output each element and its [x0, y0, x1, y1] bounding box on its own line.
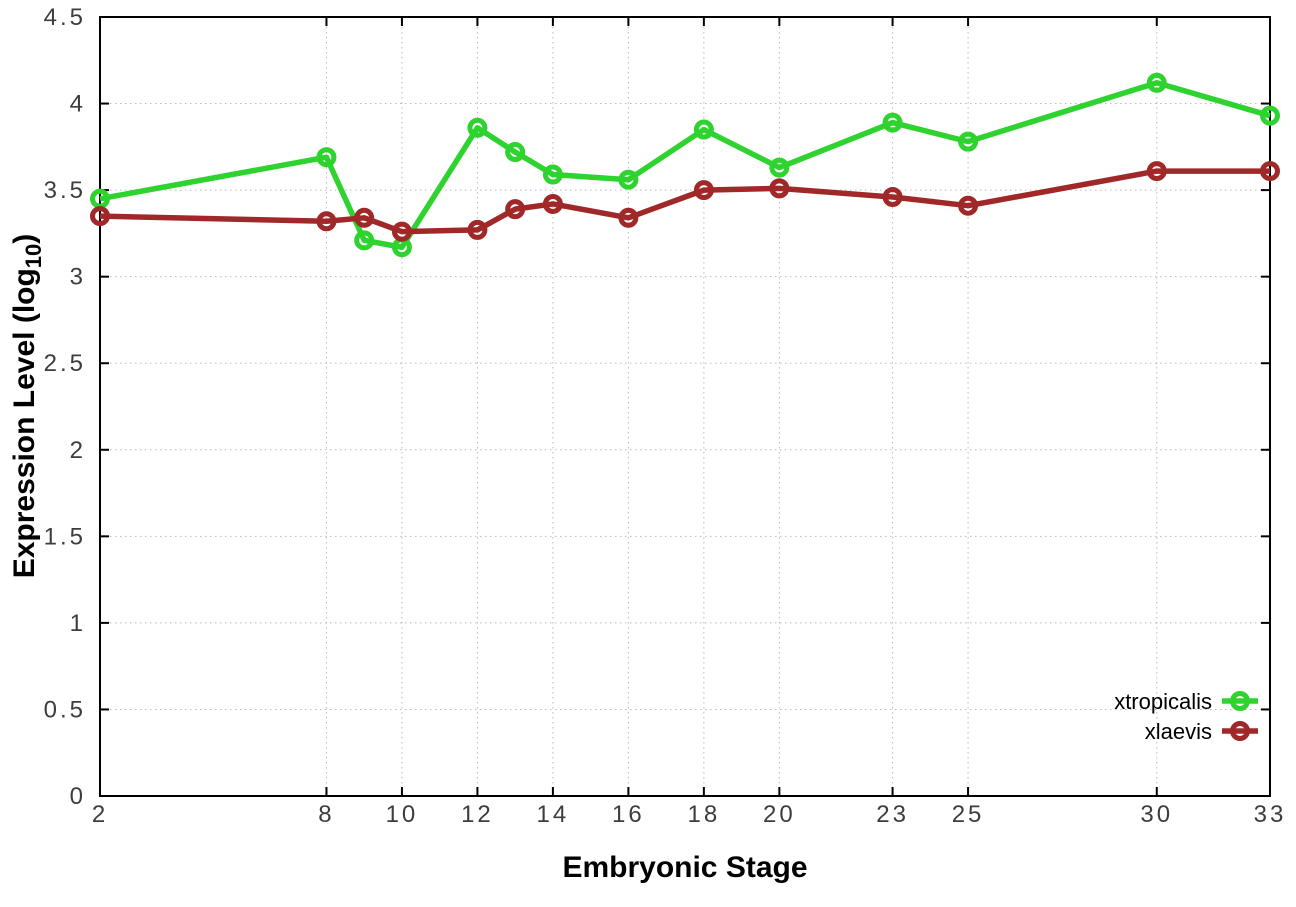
point-xlaevis-stage-10	[391, 221, 412, 242]
chart-legend: xtropicalis xlaevis	[1114, 689, 1258, 744]
tick-labels-layer: 2 8 10 12 14 16 18 20 23 25 30 33 0 0.5 1 1.5 2 2.5 3 3.5 4 4…	[44, 4, 1287, 828]
x-tick-label-12: 12	[461, 801, 494, 828]
point-xtropicalis-stage-23	[882, 112, 903, 133]
y-axis-label-subscript: 10	[21, 244, 46, 268]
point-xtropicalis-stage-13	[505, 142, 526, 163]
legend-marker-xtropicalis	[1230, 691, 1250, 711]
y-axis-label-main: Expression Level (log	[8, 268, 41, 578]
point-xlaevis-stage-14	[542, 193, 563, 214]
point-xtropicalis-stage-30	[1146, 72, 1167, 93]
x-tick-label-23: 23	[876, 801, 909, 828]
y-tick-label-3.5: 3.5	[44, 177, 86, 204]
point-xlaevis-stage-20	[769, 178, 790, 199]
point-xlaevis-stage-2	[90, 206, 110, 227]
y-tick-label-1.5: 1.5	[44, 523, 86, 550]
point-xtropicalis-stage-33	[1260, 105, 1280, 126]
point-xlaevis-stage-18	[693, 180, 714, 201]
point-xlaevis-stage-25	[958, 195, 979, 216]
point-xtropicalis-stage-12	[467, 117, 488, 138]
legend-item-xlaevis: xlaevis	[1145, 719, 1258, 744]
x-tick-label-2: 2	[92, 801, 108, 828]
legend-label-xlaevis: xlaevis	[1145, 719, 1212, 744]
x-tick-label-8: 8	[318, 801, 334, 828]
legend-label-xtropicalis: xtropicalis	[1114, 689, 1212, 714]
y-tick-label-2.5: 2.5	[44, 350, 86, 377]
grid-layer	[100, 17, 1270, 796]
x-tick-label-16: 16	[612, 801, 645, 828]
point-xlaevis-stage-33	[1260, 161, 1280, 182]
point-xlaevis-stage-8	[316, 211, 337, 232]
point-xtropicalis-stage-20	[769, 157, 790, 178]
y-axis-label-end: )	[8, 234, 41, 244]
y-tick-label-0.5: 0.5	[44, 696, 86, 723]
y-tick-label-3: 3	[70, 264, 86, 291]
series-xlaevis-line	[99, 168, 1270, 235]
x-tick-label-20: 20	[763, 801, 796, 828]
y-tick-label-0: 0	[70, 783, 86, 810]
point-xlaevis-stage-12	[467, 219, 488, 240]
series-layer	[90, 72, 1280, 258]
x-tick-label-25: 25	[952, 801, 985, 828]
point-xtropicalis-stage-18	[693, 119, 714, 140]
point-xtropicalis-stage-25	[958, 131, 979, 152]
point-xtropicalis-stage-8	[316, 147, 337, 168]
ticks-layer	[99, 16, 1271, 797]
point-xlaevis-stage-23	[882, 187, 903, 208]
y-tick-label-4.5: 4.5	[44, 4, 86, 31]
x-tick-label-10: 10	[386, 801, 419, 828]
x-tick-label-30: 30	[1140, 801, 1173, 828]
y-tick-label-2: 2	[70, 437, 86, 464]
x-axis-label: Embryonic Stage	[562, 851, 807, 884]
legend-item-xtropicalis: xtropicalis	[1114, 689, 1258, 714]
point-xlaevis-stage-16	[618, 207, 639, 228]
y-axis-label: Expression Level (log10)	[8, 234, 46, 579]
point-xlaevis-stage-9	[354, 207, 375, 228]
y-tick-label-1: 1	[70, 610, 86, 637]
point-xlaevis-stage-13	[505, 199, 526, 220]
point-xlaevis-stage-30	[1146, 161, 1167, 182]
plot-border	[99, 16, 1271, 797]
x-tick-label-14: 14	[537, 801, 570, 828]
legend-marker-xlaevis	[1230, 721, 1250, 741]
x-tick-label-18: 18	[688, 801, 721, 828]
point-xtropicalis-stage-9	[354, 230, 375, 251]
x-tick-label-33: 33	[1254, 801, 1287, 828]
y-tick-label-4: 4	[70, 91, 86, 118]
point-xtropicalis-stage-16	[618, 169, 639, 190]
point-xtropicalis-stage-14	[542, 164, 563, 185]
